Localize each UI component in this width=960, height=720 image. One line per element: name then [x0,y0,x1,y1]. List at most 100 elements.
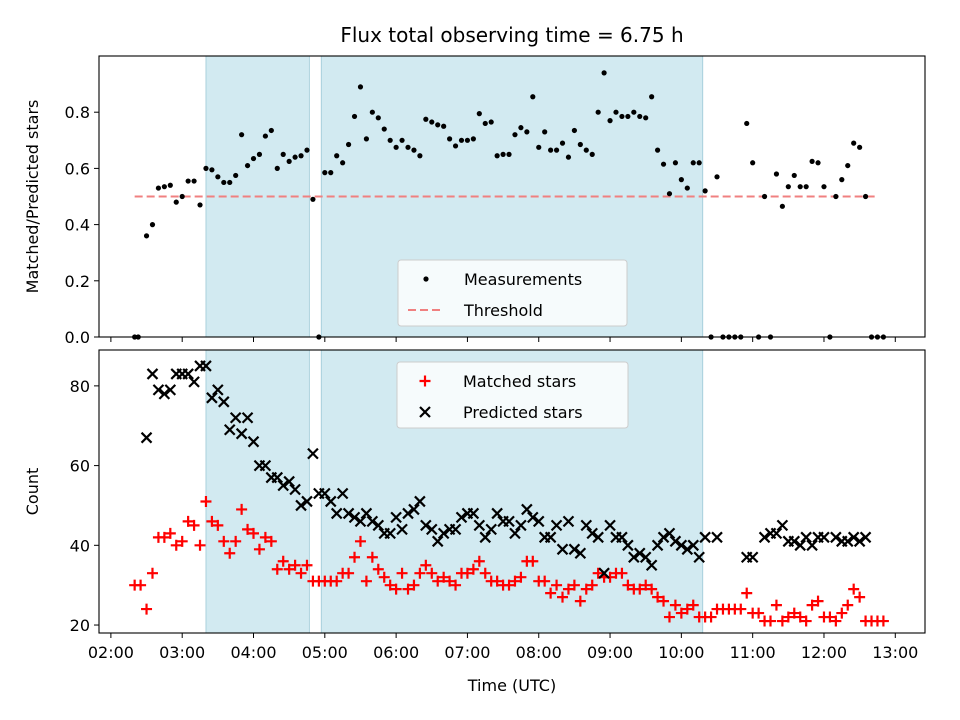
data-point [830,531,842,544]
data-point [354,535,366,547]
data-point [372,519,385,532]
data-point [503,515,515,528]
data-point [408,503,420,516]
data-point [206,392,218,404]
data-point [503,579,515,591]
data-point [360,507,373,520]
data-point [821,184,827,190]
data-point [812,595,824,607]
data-point [161,184,167,190]
top-axes: 0.0 0.2 0.4 0.6 0.8 Matched/Predicted stars Me… [23,55,926,347]
chart-title: Flux total observing time = 6.75 h [340,23,683,47]
data-point [158,388,171,400]
data-point [702,188,708,194]
data-point [568,579,580,591]
data-point [357,84,364,90]
legend-box [396,361,629,429]
data-point [553,147,560,153]
legend-label: Threshold [463,301,543,320]
data-point [438,571,450,583]
data-point [809,158,815,164]
series-matched-stars [129,495,889,627]
data-point [800,531,812,544]
data-point [595,109,601,115]
data-point [776,519,789,532]
data-point [372,563,384,575]
y-tick-label: 0.6 [65,159,90,178]
data-point [206,515,218,527]
data-point [336,487,349,500]
x-tick-label: 11:00 [730,643,776,662]
data-point [607,118,613,124]
data-point [146,567,158,579]
data-point [601,70,607,76]
data-point [324,495,337,508]
data-point [824,611,836,623]
data-point [639,551,652,564]
data-point [334,153,340,159]
x-tick-label: 04:00 [230,643,276,662]
data-point [693,551,705,564]
data-point [645,559,658,572]
data-point [182,368,194,380]
data-point [170,539,182,551]
data-point [387,137,393,143]
data-point [390,583,402,595]
data-point [672,160,679,166]
data-point [182,515,194,527]
data-point [604,519,616,532]
data-point [200,360,212,372]
data-point [853,535,866,548]
data-point [684,185,690,191]
data-point [229,411,242,424]
data-point [141,603,153,615]
data-point [776,615,788,627]
x-tick-label: 08:00 [516,643,562,662]
data-point [830,615,842,627]
data-point [342,507,355,520]
data-point [236,503,248,515]
data-point [194,539,206,551]
data-point [295,499,307,512]
data-point [425,523,438,536]
data-point [571,127,577,134]
data-point [711,531,723,544]
data-point [616,567,628,579]
data-point [396,567,408,579]
data-point [274,165,280,171]
data-point [515,519,527,532]
data-point [556,543,569,556]
data-point [203,165,209,171]
data-point [542,129,548,135]
data-point [657,531,670,544]
axes-frame [98,349,926,634]
data-point [678,177,684,183]
data-point [429,119,435,125]
data-point [640,579,652,591]
data-point [500,151,506,157]
data-point [248,527,260,539]
data-point [467,563,479,575]
data-point [764,615,776,627]
data-point [687,599,699,611]
data-point [512,132,518,138]
data-point [286,158,292,164]
data-point [152,384,165,396]
data-point [854,591,866,603]
data-point [521,503,533,516]
data-point [476,111,482,117]
data-point [788,535,801,548]
data-point [218,396,230,408]
legend-box [397,259,628,327]
data-point [135,579,147,591]
data-point [770,527,783,540]
data-point [494,153,500,159]
data-point [788,607,800,619]
data-point [666,191,673,197]
data-point [586,579,598,591]
data-point [280,151,286,157]
y-tick-label: 60 [70,457,90,476]
data-point [256,151,263,157]
data-point [253,543,265,555]
data-point [405,144,411,150]
